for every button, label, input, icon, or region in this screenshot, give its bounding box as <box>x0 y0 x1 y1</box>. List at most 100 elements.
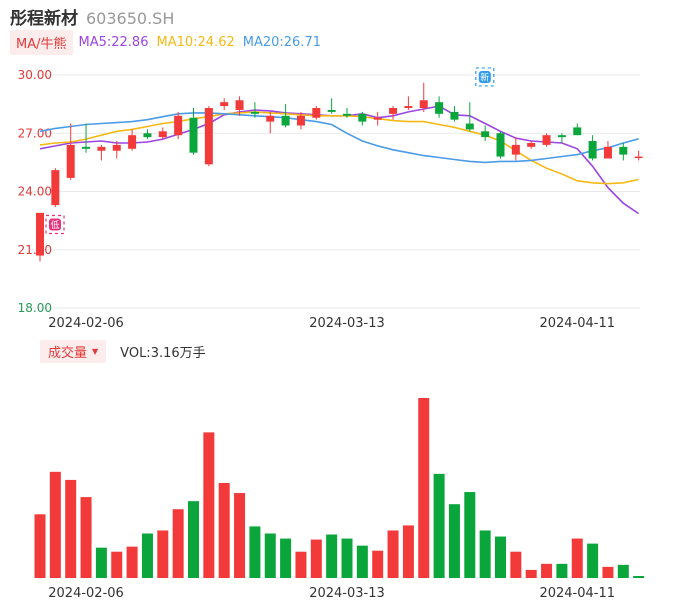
candle-body <box>266 115 275 122</box>
volume-bar <box>602 566 614 578</box>
volume-bar <box>310 539 322 578</box>
candle-body <box>358 113 367 122</box>
volume-bar <box>372 550 384 578</box>
volume-bar <box>141 533 153 578</box>
stock-code: 603650.SH <box>86 9 175 28</box>
candle <box>250 102 259 118</box>
candle-body <box>250 111 259 114</box>
volume-indicator-label: 成交量 <box>48 345 88 361</box>
candle <box>373 111 382 126</box>
candle-body <box>450 111 459 120</box>
candlestick-series <box>36 82 643 262</box>
ma-toggle-button[interactable]: MA/牛熊 <box>10 29 73 55</box>
price-marker: 新 <box>475 67 495 87</box>
candle-body <box>189 117 198 153</box>
candle <box>542 133 551 147</box>
candle <box>112 141 121 159</box>
candle <box>281 104 290 128</box>
volume-indicator-dropdown[interactable]: 成交量 ▼ <box>40 339 107 363</box>
ma10-line <box>39 111 639 185</box>
volume-bar <box>525 569 537 578</box>
candle-body <box>557 135 566 138</box>
volume-bar <box>402 525 414 578</box>
volume-bar <box>34 514 46 578</box>
candle-body <box>66 144 75 178</box>
date-tick-label: 2024-04-11 <box>539 316 615 331</box>
volume-bar <box>126 546 138 578</box>
candle-body <box>603 146 612 159</box>
candle-body <box>281 115 290 126</box>
ma5-legend-label: MA5:22.86 <box>78 34 149 50</box>
candle-body <box>511 144 520 155</box>
volume-bar <box>418 398 430 578</box>
candle-body <box>527 142 536 147</box>
candle-body <box>435 102 444 114</box>
volume-bar <box>95 547 107 578</box>
volume-bar <box>433 473 445 578</box>
candle <box>174 111 183 140</box>
candle <box>312 106 321 120</box>
caret-down-icon: ▼ <box>92 346 99 356</box>
volume-bar <box>617 564 629 578</box>
volume-bar <box>280 538 292 578</box>
volume-bar <box>203 432 215 578</box>
candle-body <box>97 146 106 151</box>
price-tick-label: 24.00 <box>18 185 52 199</box>
candle <box>343 108 351 118</box>
volume-bar <box>264 533 276 578</box>
marker-badge <box>49 218 61 231</box>
candle-body <box>235 100 244 110</box>
candle <box>450 106 459 122</box>
candle-body <box>158 131 167 138</box>
candle-body <box>296 115 305 126</box>
volume-bar <box>295 551 307 578</box>
candle-body <box>343 113 351 116</box>
candle <box>296 111 305 130</box>
candle-body <box>204 108 213 165</box>
volume-bar <box>157 530 169 578</box>
title-row: 彤程新材 603650.SH <box>10 4 175 29</box>
ma10-legend-label: MA10:24.62 <box>156 34 235 50</box>
candle-body <box>36 212 44 256</box>
candle <box>220 98 229 110</box>
price-tick-label: 27.00 <box>18 126 52 140</box>
candle <box>266 111 275 134</box>
candle <box>158 127 167 140</box>
volume-date-axis: 2024-02-06 2024-03-13 2024-04-11 <box>48 586 615 601</box>
price-tick-label: 30.00 <box>18 68 52 82</box>
volume-bar <box>218 482 230 578</box>
volume-bar <box>633 575 645 578</box>
volume-bar <box>448 504 460 578</box>
candle-body <box>82 146 91 149</box>
candle-body <box>128 135 137 149</box>
date-tick-label: 2024-02-06 <box>48 316 124 331</box>
candle <box>404 96 413 110</box>
candle <box>634 150 643 161</box>
candle <box>527 141 536 149</box>
ma20-legend-label: MA20:26.71 <box>242 34 321 50</box>
candle-body <box>327 109 336 112</box>
marker-badge <box>478 70 491 83</box>
candle <box>419 82 428 112</box>
candle <box>235 96 244 116</box>
candle-body <box>634 156 643 159</box>
volume-bar <box>341 538 353 578</box>
candle-body <box>174 115 183 136</box>
price-tick-label: 18.00 <box>18 301 52 315</box>
volume-bar <box>464 492 476 578</box>
candle <box>603 141 612 159</box>
volume-bar <box>556 563 568 578</box>
volume-bar <box>387 530 399 578</box>
candle-body <box>573 127 582 136</box>
candle-body <box>496 133 505 157</box>
candle <box>143 129 152 140</box>
candle-body <box>619 146 628 155</box>
candle <box>481 125 490 142</box>
marker-frame <box>475 67 495 87</box>
date-tick-label: 2024-02-06 <box>48 586 124 601</box>
candle-body <box>112 144 121 151</box>
candle-body <box>389 108 398 114</box>
candle <box>573 123 582 136</box>
candle-body <box>542 135 551 145</box>
